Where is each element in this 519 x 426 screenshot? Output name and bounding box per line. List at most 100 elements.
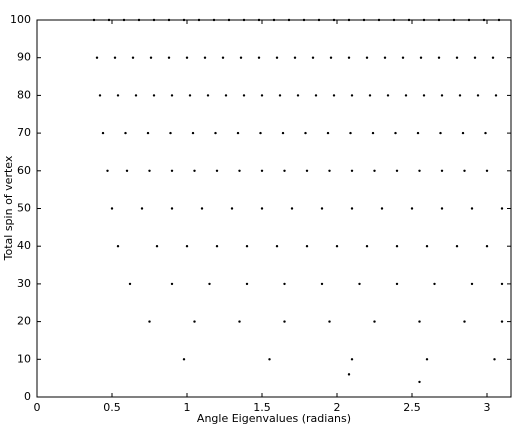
- point: [332, 18, 336, 22]
- point: [281, 131, 285, 135]
- point: [476, 94, 480, 97]
- point: [383, 56, 387, 59]
- point: [311, 56, 315, 59]
- point: [242, 94, 246, 97]
- point: [170, 207, 174, 210]
- point: [169, 131, 172, 135]
- point: [152, 18, 156, 22]
- point: [124, 131, 127, 135]
- point: [106, 169, 109, 172]
- point: [238, 169, 241, 172]
- point: [113, 56, 117, 59]
- point: [380, 207, 384, 210]
- point: [452, 18, 456, 22]
- point: [146, 131, 150, 135]
- point: [500, 320, 504, 323]
- y-tick-label: 100: [10, 13, 31, 26]
- point: [377, 18, 381, 22]
- y-tick-label: 40: [17, 239, 31, 252]
- point: [170, 94, 174, 97]
- point: [392, 18, 396, 22]
- y-tick-label: 20: [17, 315, 31, 328]
- point: [155, 245, 159, 248]
- point: [425, 245, 429, 248]
- point: [283, 282, 286, 286]
- point: [314, 94, 318, 97]
- point: [410, 207, 414, 210]
- point: [170, 169, 174, 172]
- point: [122, 18, 126, 22]
- point: [245, 245, 249, 248]
- point: [239, 56, 243, 59]
- point: [485, 245, 489, 248]
- point: [116, 94, 120, 97]
- point: [227, 18, 231, 22]
- point: [437, 18, 441, 22]
- point: [497, 18, 501, 22]
- point: [290, 207, 294, 210]
- point: [455, 245, 459, 248]
- point: [365, 56, 369, 59]
- point: [152, 94, 156, 97]
- point: [437, 56, 441, 59]
- point: [215, 245, 219, 248]
- plot-frame: [36, 19, 512, 398]
- point: [350, 358, 354, 361]
- point: [347, 373, 351, 376]
- point: [401, 56, 405, 59]
- point: [500, 207, 504, 210]
- point: [242, 18, 246, 22]
- point: [458, 94, 462, 97]
- point: [275, 245, 279, 248]
- point: [317, 18, 321, 22]
- point: [224, 94, 228, 97]
- point: [358, 282, 361, 286]
- point: [320, 207, 324, 210]
- point: [182, 18, 186, 22]
- point: [304, 131, 307, 135]
- point: [493, 358, 496, 361]
- point: [395, 169, 399, 172]
- point: [349, 131, 352, 135]
- point: [461, 131, 465, 135]
- point: [416, 131, 420, 135]
- point: [167, 18, 171, 22]
- point: [185, 56, 189, 59]
- point: [463, 320, 466, 323]
- point: [272, 18, 276, 22]
- point: [260, 169, 264, 172]
- point: [440, 94, 444, 97]
- point: [92, 18, 96, 22]
- point: [107, 18, 111, 22]
- point: [206, 94, 210, 97]
- point: [98, 94, 102, 97]
- point: [149, 56, 153, 59]
- point: [371, 131, 375, 135]
- x-tick-label: 1.5: [253, 401, 271, 414]
- point: [215, 169, 219, 172]
- point: [386, 94, 390, 97]
- point: [95, 56, 99, 59]
- point: [296, 94, 300, 97]
- x-tick-label: 0: [34, 401, 41, 414]
- point: [326, 131, 330, 135]
- point: [167, 56, 171, 59]
- point: [125, 169, 129, 172]
- point: [433, 282, 436, 286]
- point: [470, 282, 474, 286]
- point: [455, 56, 459, 59]
- point: [268, 358, 271, 361]
- point: [425, 358, 429, 361]
- point: [148, 169, 151, 172]
- point: [320, 282, 324, 286]
- point: [193, 169, 196, 172]
- point: [484, 131, 487, 135]
- point: [260, 94, 264, 97]
- point: [214, 131, 217, 135]
- point: [260, 207, 264, 210]
- x-tick-label: 2.5: [403, 401, 421, 414]
- point: [191, 131, 195, 135]
- point: [188, 94, 192, 97]
